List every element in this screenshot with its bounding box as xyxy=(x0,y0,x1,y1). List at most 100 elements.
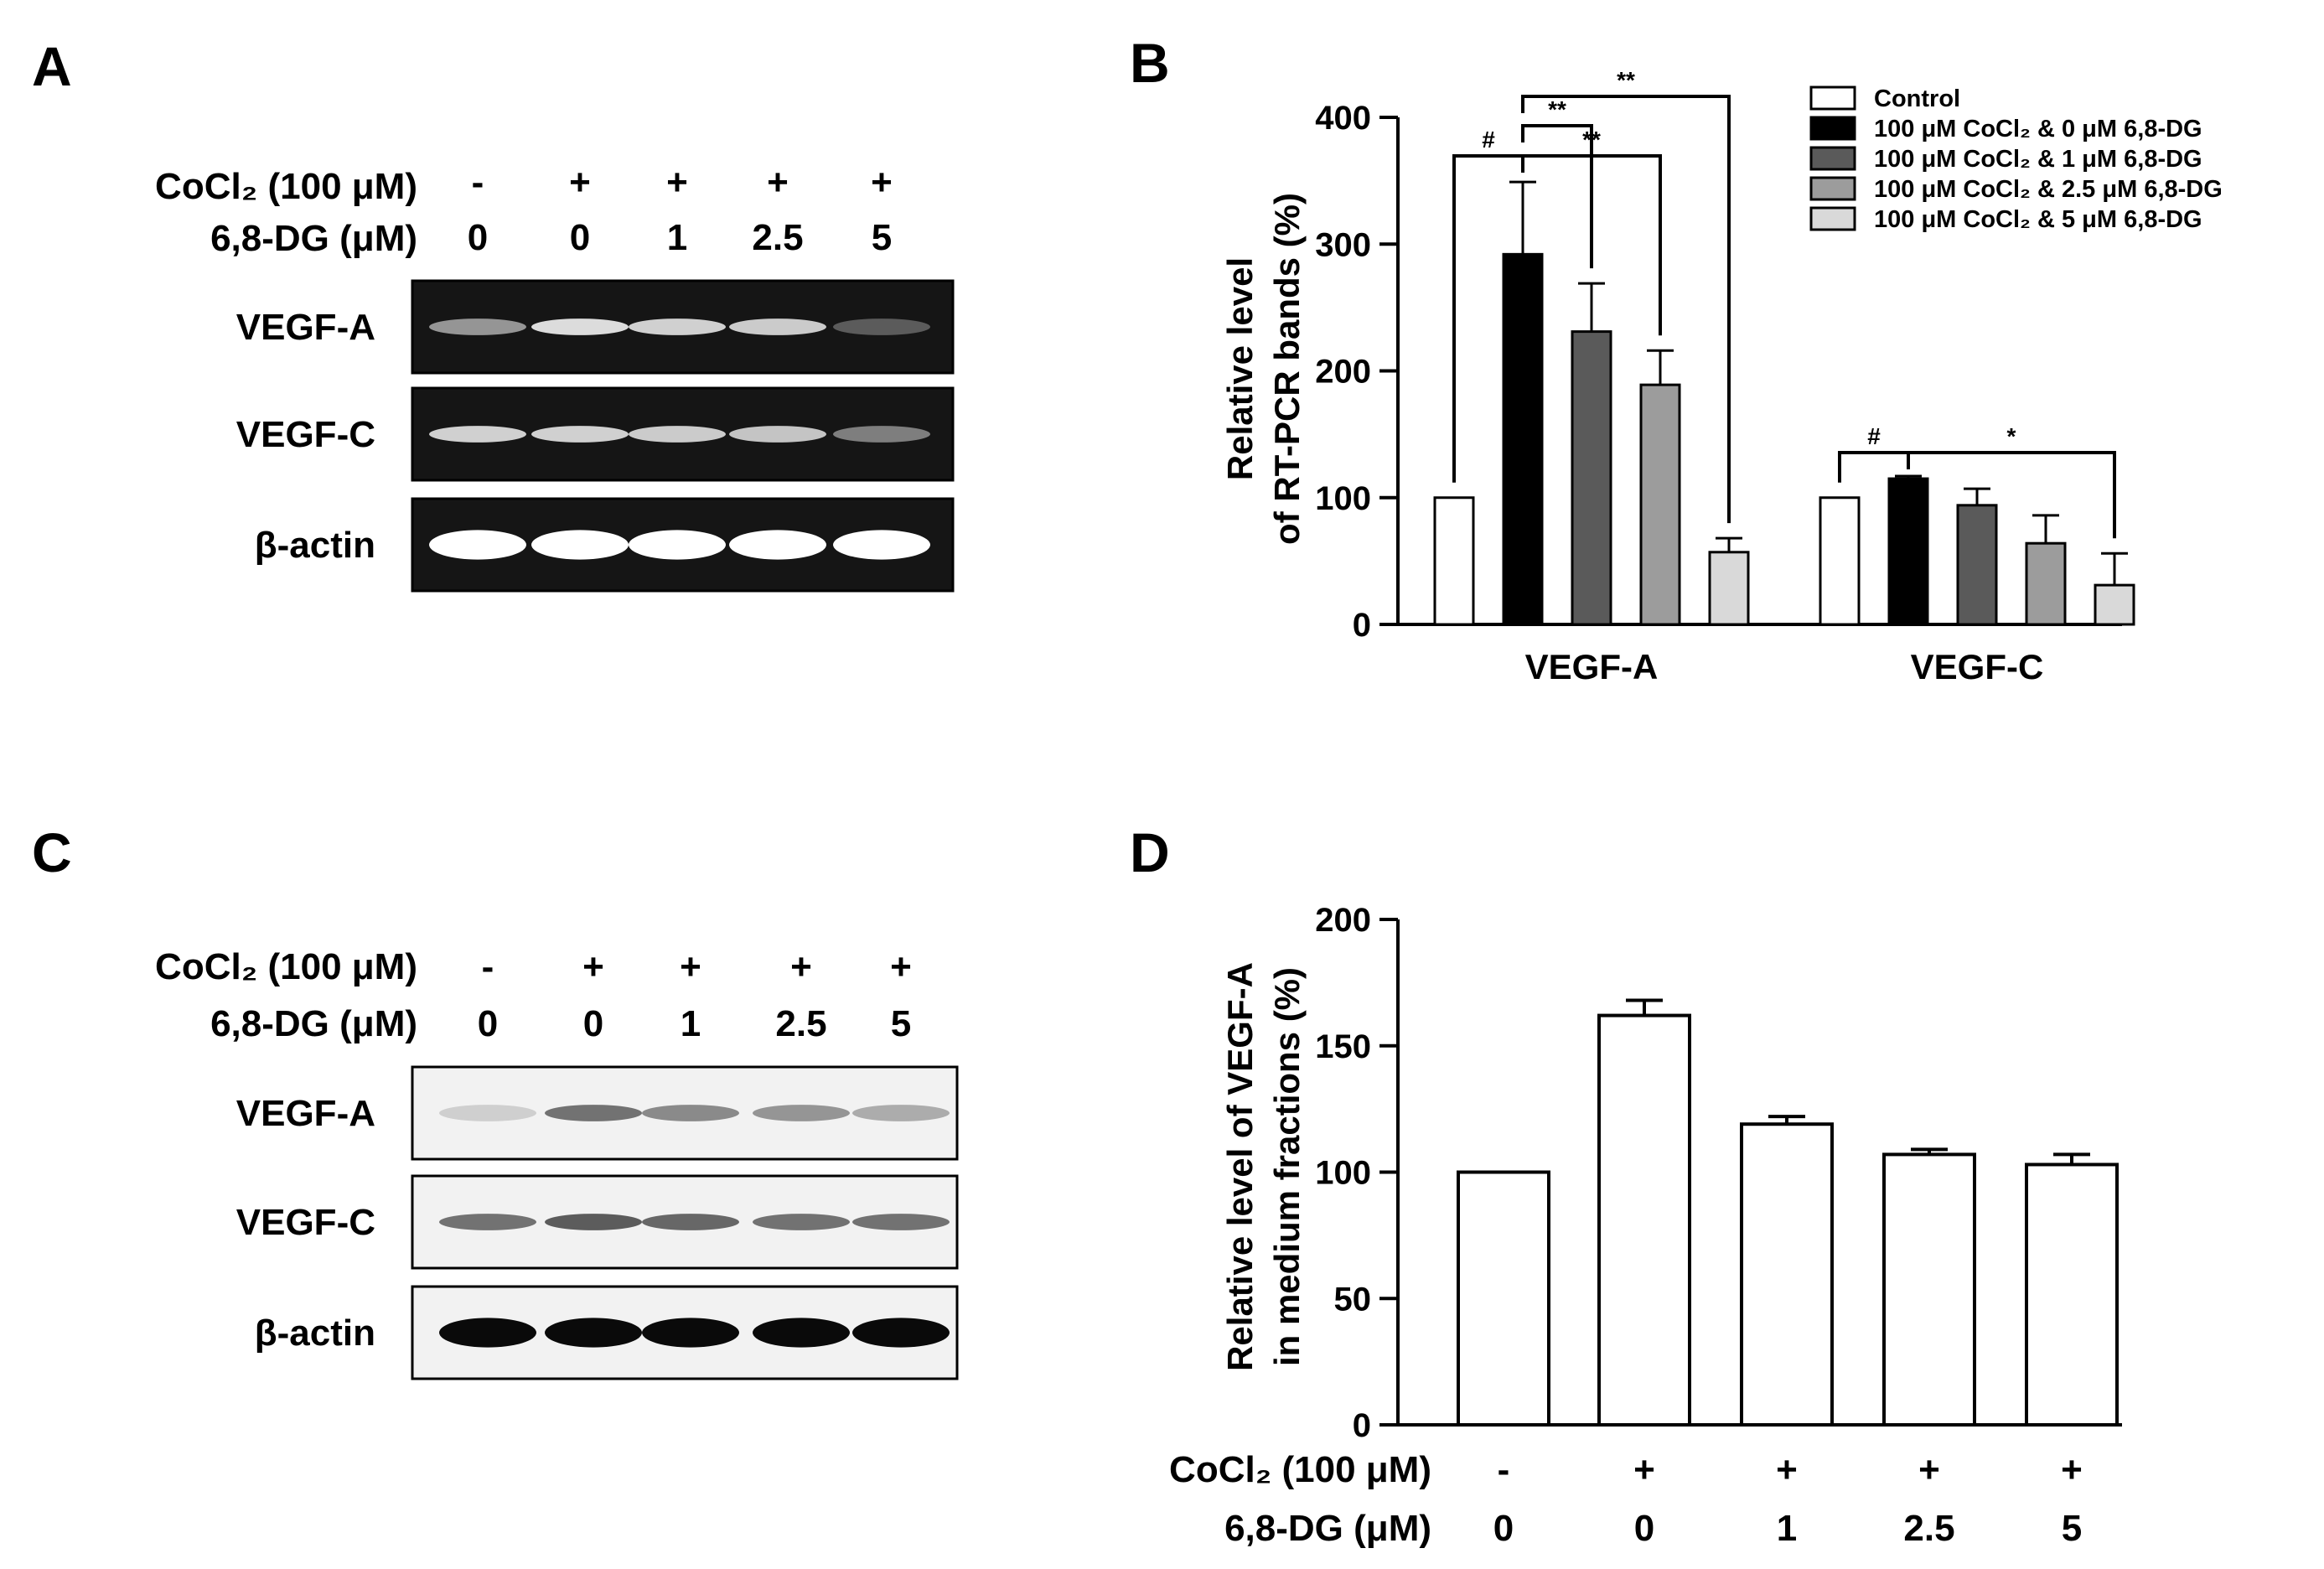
d-bar xyxy=(1882,1152,1976,1427)
b-significance-bracket xyxy=(1521,95,1731,524)
a-band xyxy=(629,426,726,443)
b-y-tick-label: 300 xyxy=(1315,226,1371,263)
b-category-label: VEGF-C xyxy=(1911,647,2044,686)
a-band xyxy=(833,426,930,443)
c-cocl2-sign: + xyxy=(680,946,701,987)
a-cocl2-sign: - xyxy=(472,162,484,203)
b-significance-bracket xyxy=(1907,451,2116,539)
panel-b: B 0 100 200 300 400 Relative level of RT-PCR b… xyxy=(1130,32,2223,686)
b-legend-swatch xyxy=(1809,116,1856,141)
c-band xyxy=(439,1318,536,1348)
c-band xyxy=(642,1105,739,1121)
d-y-axis-label-line: in medium fractions (%) xyxy=(1267,967,1307,1366)
c-dg-value: 2.5 xyxy=(775,1003,826,1044)
d-y-axis-label-line: Relative level of VEGF-A xyxy=(1220,962,1260,1371)
c-cocl2-sign: + xyxy=(582,946,604,987)
a-band xyxy=(729,318,826,335)
d-cocl2-sign: + xyxy=(1633,1449,1655,1490)
d-dg-value: 0 xyxy=(1493,1508,1514,1549)
b-bar xyxy=(1887,477,1929,626)
a-dg-value: 0 xyxy=(468,217,488,258)
a-band xyxy=(429,426,526,443)
b-bar xyxy=(1956,504,1998,626)
d-cocl2-header: CoCl₂ (100 μM) xyxy=(1169,1449,1431,1490)
b-bar xyxy=(1571,330,1612,626)
a-band xyxy=(429,318,526,335)
c-dg-value: 5 xyxy=(891,1003,911,1044)
c-band xyxy=(439,1214,536,1230)
b-legend-label: 100 μM CoCl₂ & 2.5 μM 6,8-DG xyxy=(1874,176,2223,203)
panel-b-chart: 0 100 200 300 400 Relative level of RT-PCR ban… xyxy=(1220,67,2135,686)
d-y-tick-label: 200 xyxy=(1315,902,1371,939)
c-band xyxy=(753,1105,850,1121)
a-dg-value: 5 xyxy=(872,217,892,258)
a-cocl2-sign: + xyxy=(569,162,591,203)
a-dg-value: 1 xyxy=(667,217,687,258)
d-dg-value: 2.5 xyxy=(1903,1508,1954,1549)
b-y-tick-label: 0 xyxy=(1353,607,1371,644)
b-significance-bracket xyxy=(1521,124,1593,269)
b-y-tick-label: 100 xyxy=(1315,480,1371,517)
b-legend-label: 100 μM CoCl₂ & 0 μM 6,8-DG xyxy=(1874,116,2202,142)
d-dg-value: 1 xyxy=(1777,1508,1797,1549)
c-cocl2-sign: - xyxy=(482,946,494,987)
panel-a-label: A xyxy=(32,35,72,97)
panel-c: C CoCl₂ (100 μM) 6,8-DG (μM) - + + + + 0 0 1 2.… xyxy=(32,821,959,1380)
panel-c-cocl2-header: CoCl₂ (100 μM) xyxy=(155,946,417,987)
a-dg-value: 2.5 xyxy=(752,217,803,258)
b-legend-label: 100 μM CoCl₂ & 5 μM 6,8-DG xyxy=(1874,206,2202,233)
b-legend-label: Control xyxy=(1874,85,1960,112)
panel-c-dg-values: 0 0 1 2.5 5 xyxy=(478,1003,911,1044)
b-bar xyxy=(1708,551,1750,626)
a-band xyxy=(729,530,826,560)
d-cocl2-sign: + xyxy=(2061,1449,2083,1490)
c-band xyxy=(545,1318,642,1348)
c-band xyxy=(753,1318,850,1348)
b-significance-label: # xyxy=(1867,423,1881,449)
panel-d-label: D xyxy=(1130,821,1170,883)
b-significance-label: # xyxy=(1482,127,1495,153)
b-bar xyxy=(1639,383,1681,626)
c-band-label: β-actin xyxy=(255,1313,375,1354)
b-significance-label: ** xyxy=(1617,67,1635,93)
b-legend-swatch xyxy=(1809,146,1856,171)
c-band xyxy=(852,1214,950,1230)
panel-b-label: B xyxy=(1130,32,1170,94)
panel-c-cocl2-signs: - + + + + xyxy=(482,946,912,987)
panel-c-label: C xyxy=(32,821,72,883)
c-dg-value: 1 xyxy=(681,1003,701,1044)
panel-a-gel: VEGF-A VEGF-C β-actin xyxy=(236,279,955,593)
c-dg-value: 0 xyxy=(478,1003,498,1044)
a-band-label: VEGF-A xyxy=(236,307,375,348)
a-cocl2-sign: + xyxy=(767,162,789,203)
d-bar xyxy=(1740,1122,1834,1427)
c-cocl2-sign: + xyxy=(890,946,912,987)
c-band-label: VEGF-C xyxy=(236,1202,375,1243)
d-dg-value: 0 xyxy=(1634,1508,1654,1549)
b-bar xyxy=(1502,252,1544,626)
a-band xyxy=(429,530,526,560)
a-cocl2-sign: + xyxy=(871,162,893,203)
d-cocl2-sign: - xyxy=(1498,1449,1510,1490)
d-y-axis-label: Relative level of VEGF-A in medium fracti… xyxy=(1220,962,1307,1371)
c-band xyxy=(439,1105,536,1121)
a-band xyxy=(833,318,930,335)
a-band-label: VEGF-C xyxy=(236,414,375,455)
panel-c-dg-header: 6,8-DG (μM) xyxy=(210,1003,417,1044)
panel-a-dg-header: 6,8-DG (μM) xyxy=(210,218,417,259)
a-band-label: β-actin xyxy=(255,525,375,566)
b-legend-swatch xyxy=(1809,176,1856,201)
c-band xyxy=(642,1318,739,1348)
d-y-tick-label: 100 xyxy=(1315,1155,1371,1192)
b-y-axis-label-line: Relative level xyxy=(1220,257,1260,480)
b-y-axis-label-line: of RT-PCR bands (%) xyxy=(1267,193,1307,545)
b-bar xyxy=(2025,541,2067,626)
b-bar xyxy=(2094,583,2135,626)
panel-a-cocl2-signs: - + + + + xyxy=(472,162,893,203)
b-legend-label: 100 μM CoCl₂ & 1 μM 6,8-DG xyxy=(1874,146,2202,173)
panel-a: A CoCl₂ (100 μM) 6,8-DG (μM) - + + + + 0 0 1 2.… xyxy=(32,35,955,593)
a-band xyxy=(531,426,629,443)
c-dg-value: 0 xyxy=(583,1003,603,1044)
